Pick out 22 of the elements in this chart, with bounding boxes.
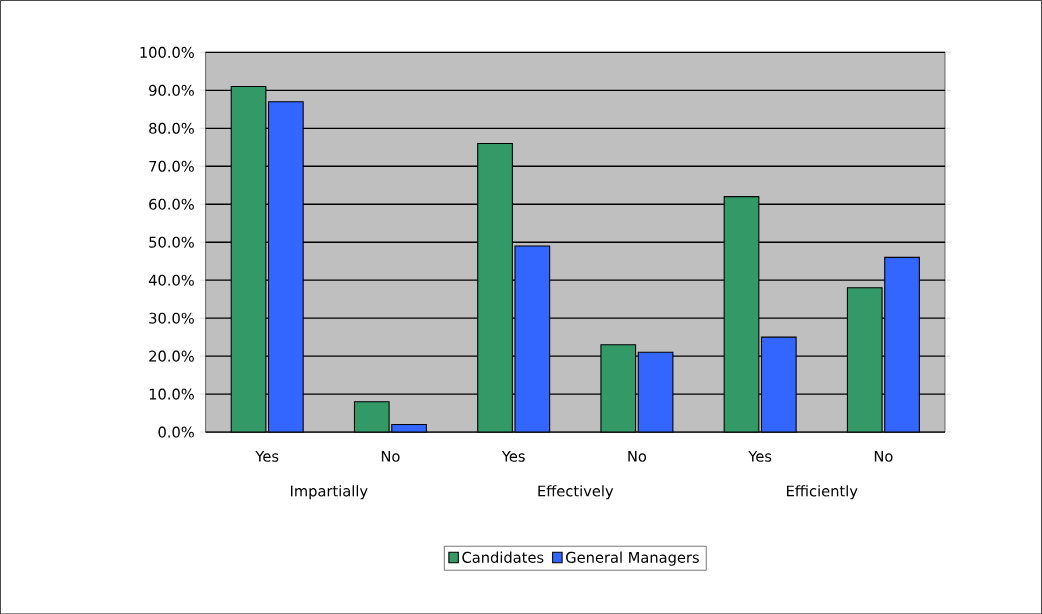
y-tick-label: 100.0% bbox=[140, 46, 194, 58]
x-tick-label: Yes bbox=[501, 450, 525, 462]
y-tick-label: 20.0% bbox=[149, 350, 194, 362]
y-tick-label: 0.0% bbox=[158, 426, 194, 438]
x-tick-label: No bbox=[628, 450, 647, 462]
x-tick-label: Yes bbox=[748, 450, 772, 462]
text: Efficiently bbox=[787, 485, 858, 500]
y-tick-label: 80.0% bbox=[149, 122, 194, 134]
x-tick-label: No bbox=[381, 450, 400, 462]
legend-label: Candidates bbox=[462, 551, 544, 563]
legend-label: General Managers bbox=[566, 551, 699, 566]
y-tick-label: 30.0% bbox=[149, 312, 194, 324]
y-tick-label: 60.0% bbox=[149, 198, 194, 210]
y-tick-label: 10.0% bbox=[149, 388, 194, 400]
x-tick-label: Yes bbox=[255, 450, 279, 462]
y-tick-label: 40.0% bbox=[148, 274, 194, 286]
y-tick-label: 70.0% bbox=[149, 160, 194, 172]
text: Effectively bbox=[538, 485, 614, 500]
y-tick-label: 50.0% bbox=[149, 236, 194, 248]
text: Impartially bbox=[291, 485, 368, 500]
y-tick-label: 90.0% bbox=[149, 84, 194, 96]
x-tick-label: No bbox=[874, 450, 893, 462]
